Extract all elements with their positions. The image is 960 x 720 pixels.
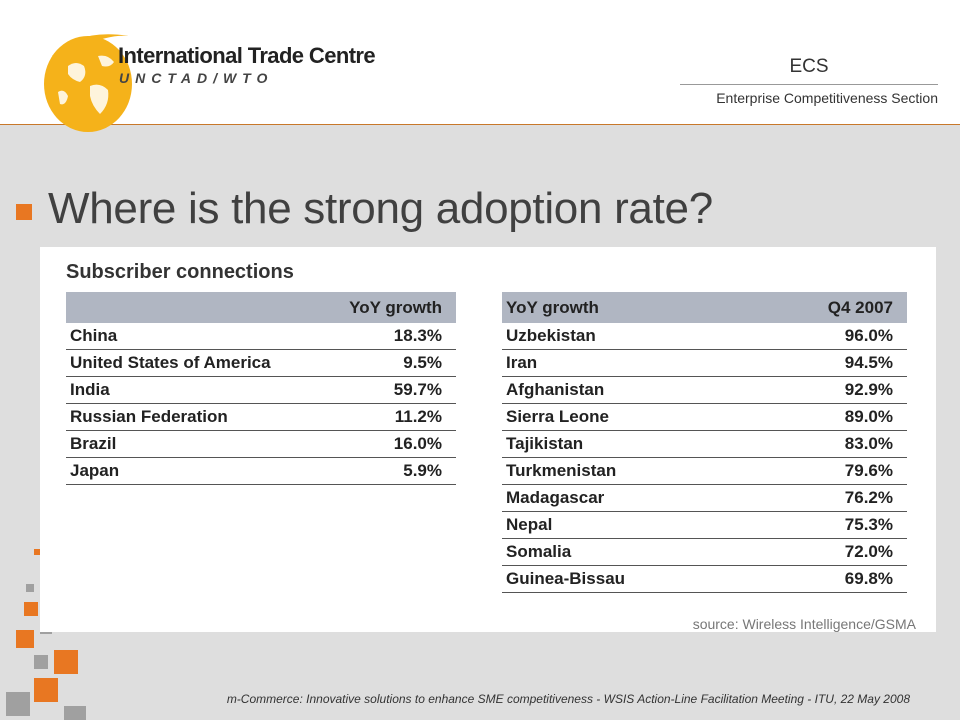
table-header-cell: Q4 2007 <box>745 292 907 323</box>
table-row: Somalia 72.0% <box>502 538 907 566</box>
value-cell: 9.5% <box>339 349 456 377</box>
table-row: China 18.3% <box>66 323 456 350</box>
value-cell: 18.3% <box>339 323 456 350</box>
decorative-square <box>6 692 30 716</box>
table-header-row: YoY growth <box>66 292 456 323</box>
logo-title: International Trade Centre <box>118 43 376 68</box>
decorative-square <box>24 602 38 616</box>
value-cell: 11.2% <box>339 403 456 431</box>
table-header-cell: YoY growth <box>502 292 745 323</box>
value-cell: 5.9% <box>339 457 456 485</box>
section-short-label: ECS <box>789 56 829 77</box>
globe-logo-icon <box>44 34 132 132</box>
value-cell: 69.8% <box>745 565 907 593</box>
value-cell: 76.2% <box>745 484 907 512</box>
table-row: Madagascar 76.2% <box>502 484 907 512</box>
decorative-square <box>54 650 78 674</box>
decorative-square <box>34 549 40 555</box>
country-cell: Somalia <box>502 538 745 566</box>
slide-header <box>0 0 960 125</box>
table-row: Uzbekistan 96.0% <box>502 323 907 350</box>
table-header-cell: YoY growth <box>339 292 456 323</box>
value-cell: 75.3% <box>745 511 907 539</box>
table-row: Guinea-Bissau 69.8% <box>502 565 907 593</box>
logo-subtitle: UNCTAD/WTO <box>119 70 274 86</box>
country-cell: Brazil <box>66 430 339 458</box>
table-header-cell <box>66 292 339 323</box>
decorative-square <box>34 655 48 669</box>
value-cell: 94.5% <box>745 349 907 377</box>
table-row: India 59.7% <box>66 376 456 404</box>
table-row: Afghanistan 92.9% <box>502 376 907 404</box>
country-cell: United States of America <box>66 349 339 377</box>
table-row: Japan 5.9% <box>66 457 456 485</box>
table-row: Iran 94.5% <box>502 349 907 377</box>
table-row: Russian Federation 11.2% <box>66 403 456 431</box>
table-row: Turkmenistan 79.6% <box>502 457 907 485</box>
value-cell: 72.0% <box>745 538 907 566</box>
country-cell: Uzbekistan <box>502 323 745 350</box>
country-cell: Nepal <box>502 511 745 539</box>
table-row: Tajikistan 83.0% <box>502 430 907 458</box>
country-cell: Afghanistan <box>502 376 745 404</box>
decorative-square <box>64 706 86 720</box>
value-cell: 92.9% <box>745 376 907 404</box>
panel-heading: Subscriber connections <box>66 261 294 283</box>
slide-title: Where is the strong adoption rate? <box>48 184 713 233</box>
table-header-row: YoY growth Q4 2007 <box>502 292 907 323</box>
country-cell: Japan <box>66 457 339 485</box>
section-divider <box>680 84 938 85</box>
country-cell: Turkmenistan <box>502 457 745 485</box>
country-cell: Guinea-Bissau <box>502 565 745 593</box>
subscriber-tables-panel: Subscriber connections YoY growth China 1… <box>40 247 936 632</box>
country-cell: Madagascar <box>502 484 745 512</box>
right-growth-table: YoY growth Q4 2007 Uzbekistan 96.0% Iran 9… <box>502 292 907 593</box>
country-cell: India <box>66 376 339 404</box>
table-row: United States of America 9.5% <box>66 349 456 377</box>
country-cell: Russian Federation <box>66 403 339 431</box>
value-cell: 96.0% <box>745 323 907 350</box>
country-cell: Iran <box>502 349 745 377</box>
value-cell: 16.0% <box>339 430 456 458</box>
source-note: source: Wireless Intelligence/GSMA <box>692 616 916 632</box>
value-cell: 83.0% <box>745 430 907 458</box>
table-row: Brazil 16.0% <box>66 430 456 458</box>
table-row: Nepal 75.3% <box>502 511 907 539</box>
country-cell: China <box>66 323 339 350</box>
country-cell: Tajikistan <box>502 430 745 458</box>
table-row: Sierra Leone 89.0% <box>502 403 907 431</box>
decorative-square <box>34 678 58 702</box>
footer-text: m-Commerce: Innovative solutions to enha… <box>226 692 910 706</box>
value-cell: 89.0% <box>745 403 907 431</box>
left-growth-table: YoY growth China 18.3% United States of A… <box>66 292 456 485</box>
value-cell: 59.7% <box>339 376 456 404</box>
title-bullet <box>16 204 32 220</box>
decorative-square <box>26 584 34 592</box>
section-full-label: Enterprise Competitiveness Section <box>716 90 938 106</box>
country-cell: Sierra Leone <box>502 403 745 431</box>
decorative-square <box>40 632 52 634</box>
decorative-square <box>16 630 34 648</box>
value-cell: 79.6% <box>745 457 907 485</box>
